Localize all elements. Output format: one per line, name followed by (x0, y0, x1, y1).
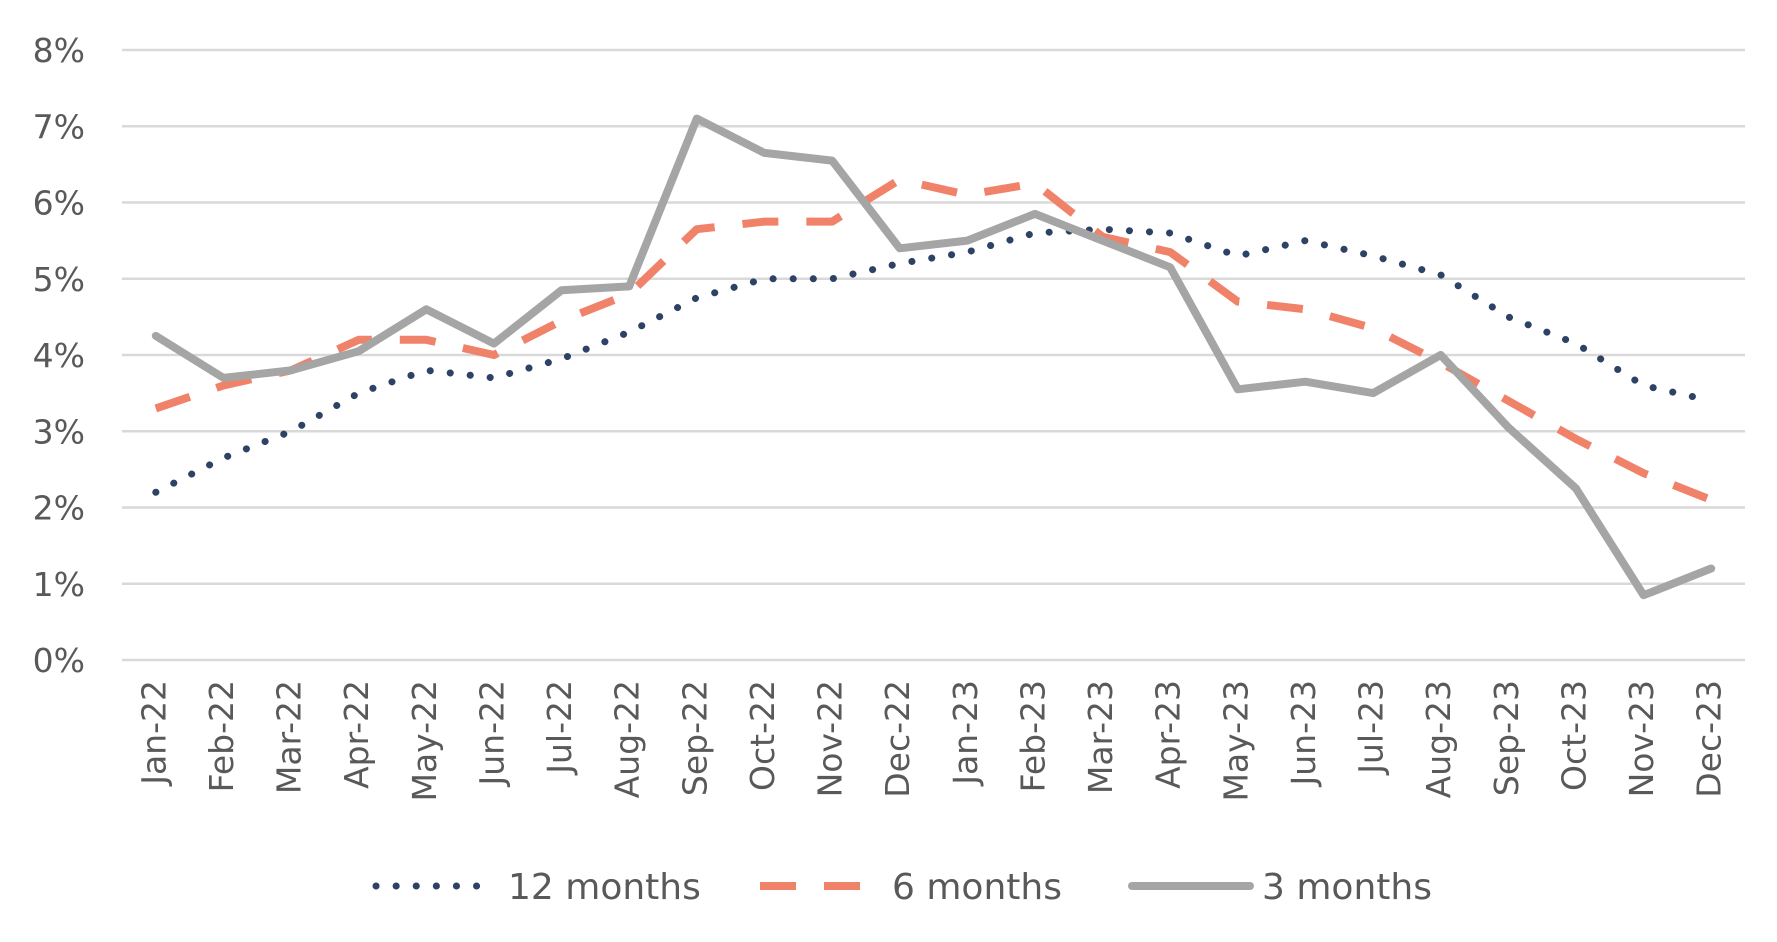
legend-label: 3 months (1262, 867, 1432, 908)
y-tick-label: 3% (33, 412, 85, 451)
series-line-3-months (151, 114, 1716, 600)
x-tick-label: Oct-23 (1554, 680, 1593, 791)
x-tick-label: May-22 (405, 680, 444, 802)
x-tick-label: Mar-23 (1081, 680, 1120, 794)
series-line-6-months (154, 175, 1713, 504)
y-tick-label: 2% (33, 489, 85, 528)
y-tick-label: 6% (33, 184, 85, 223)
x-tick-label: Dec-23 (1690, 680, 1729, 798)
x-tick-label: Aug-22 (608, 680, 647, 798)
y-tick-label: 0% (33, 641, 85, 680)
x-tick-label: Feb-23 (1013, 680, 1052, 792)
series-lines (151, 114, 1716, 600)
x-axis-ticks: Jan-22 Feb-22 Mar-22 Apr-22 May-22 Jun-22 Jul-… (134, 680, 1728, 802)
x-tick-label: Feb-22 (202, 680, 241, 792)
x-tick-label: Nov-23 (1622, 680, 1661, 797)
legend-label: 6 months (892, 867, 1062, 908)
x-tick-label: May-23 (1216, 680, 1255, 802)
x-tick-label: Jun-22 (472, 680, 511, 787)
x-tick-label: Aug-23 (1419, 680, 1458, 798)
x-tick-label: Jan-23 (946, 680, 985, 787)
x-tick-label: Nov-22 (811, 680, 850, 797)
y-tick-label: 7% (33, 107, 85, 146)
x-tick-label: Jun-23 (1284, 680, 1323, 787)
x-tick-label: Apr-23 (1149, 680, 1188, 789)
legend-label: 12 months (508, 867, 701, 908)
legend: 12 months 6 months 3 months (372, 867, 1432, 908)
series-line-12-months (152, 225, 1715, 496)
x-tick-label: Mar-22 (270, 680, 309, 794)
x-tick-label: Dec-22 (878, 680, 917, 798)
x-tick-label: Jul-23 (1352, 680, 1391, 776)
gridlines (122, 48, 1745, 662)
y-tick-label: 1% (33, 565, 85, 604)
x-tick-label: Oct-22 (743, 680, 782, 791)
x-tick-label: Sep-22 (675, 680, 714, 796)
x-tick-label: Apr-22 (337, 680, 376, 789)
x-tick-label: Sep-23 (1487, 680, 1526, 796)
y-tick-label: 4% (33, 336, 85, 375)
y-axis-ticks: 0% 1% 2% 3% 4% 5% 6% 7% 8% (33, 31, 85, 680)
y-tick-label: 5% (33, 260, 85, 299)
x-tick-label: Jul-22 (540, 680, 579, 776)
x-tick-label: Jan-22 (134, 680, 173, 787)
y-tick-label: 8% (33, 31, 85, 70)
